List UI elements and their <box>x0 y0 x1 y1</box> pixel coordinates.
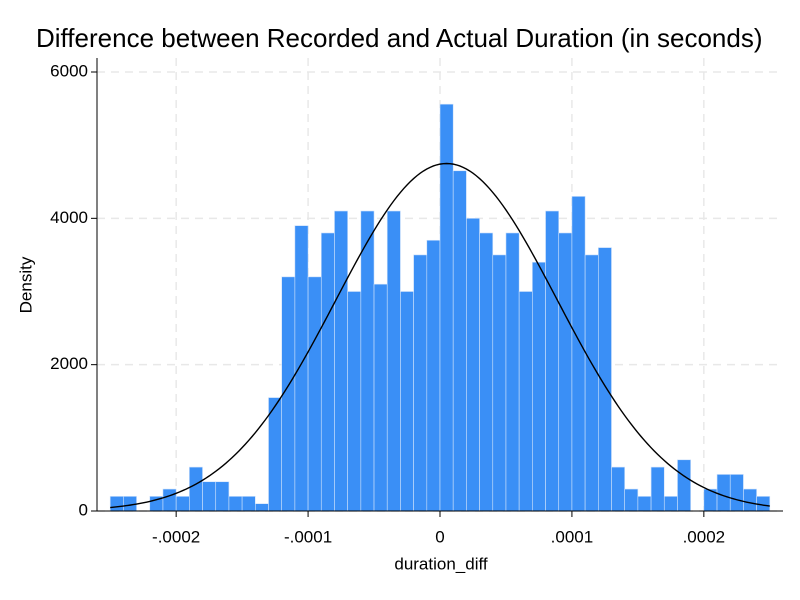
bar <box>228 496 243 512</box>
bar <box>307 276 322 512</box>
bar <box>386 210 401 512</box>
bar <box>439 103 454 512</box>
x-tick-label: .0002 <box>683 527 726 546</box>
bar <box>347 291 362 512</box>
bar <box>479 232 494 512</box>
bar <box>663 496 678 512</box>
bar <box>123 496 137 512</box>
bar <box>175 496 190 512</box>
bar <box>611 466 625 512</box>
bar <box>109 496 124 512</box>
bar <box>650 466 665 512</box>
bar <box>373 283 388 512</box>
bar <box>162 488 177 512</box>
bar <box>545 210 560 512</box>
x-axis-label: duration_diff <box>394 554 488 573</box>
x-tick-label: -.0002 <box>152 527 200 546</box>
bar <box>202 481 217 512</box>
bar <box>532 261 546 512</box>
bar <box>677 459 691 512</box>
bar <box>189 466 203 512</box>
y-axis-label: Density <box>16 256 35 313</box>
x-tick-label: -.0001 <box>284 527 332 546</box>
x-tick-label: 0 <box>435 527 444 546</box>
bar <box>334 210 348 512</box>
y-tick-label: 2000 <box>50 354 88 373</box>
bar <box>320 232 335 512</box>
bar <box>743 488 757 512</box>
bar <box>492 254 507 512</box>
bar <box>466 218 480 512</box>
y-tick-label: 0 <box>79 500 88 519</box>
bar <box>241 496 256 512</box>
bar <box>584 254 599 512</box>
bar <box>452 170 467 512</box>
y-tick-label: 6000 <box>50 61 88 80</box>
x-tick-label: .0001 <box>551 527 594 546</box>
normal-curve <box>110 162 770 509</box>
chart-title: Difference between Recorded and Actual D… <box>36 23 763 53</box>
bar <box>360 210 375 512</box>
bar <box>426 239 441 512</box>
bar <box>518 291 533 512</box>
bar <box>624 488 639 512</box>
bar <box>505 232 520 512</box>
bar <box>637 496 652 512</box>
bar <box>571 196 586 512</box>
bar <box>268 397 282 512</box>
bar <box>294 225 309 512</box>
bar <box>729 474 744 512</box>
bar <box>716 474 731 512</box>
y-tick-label: 4000 <box>50 208 88 227</box>
bar <box>215 481 230 512</box>
bar <box>400 291 414 512</box>
bar <box>558 232 573 512</box>
bar <box>756 496 771 512</box>
bar <box>413 254 428 512</box>
bar <box>255 503 269 512</box>
